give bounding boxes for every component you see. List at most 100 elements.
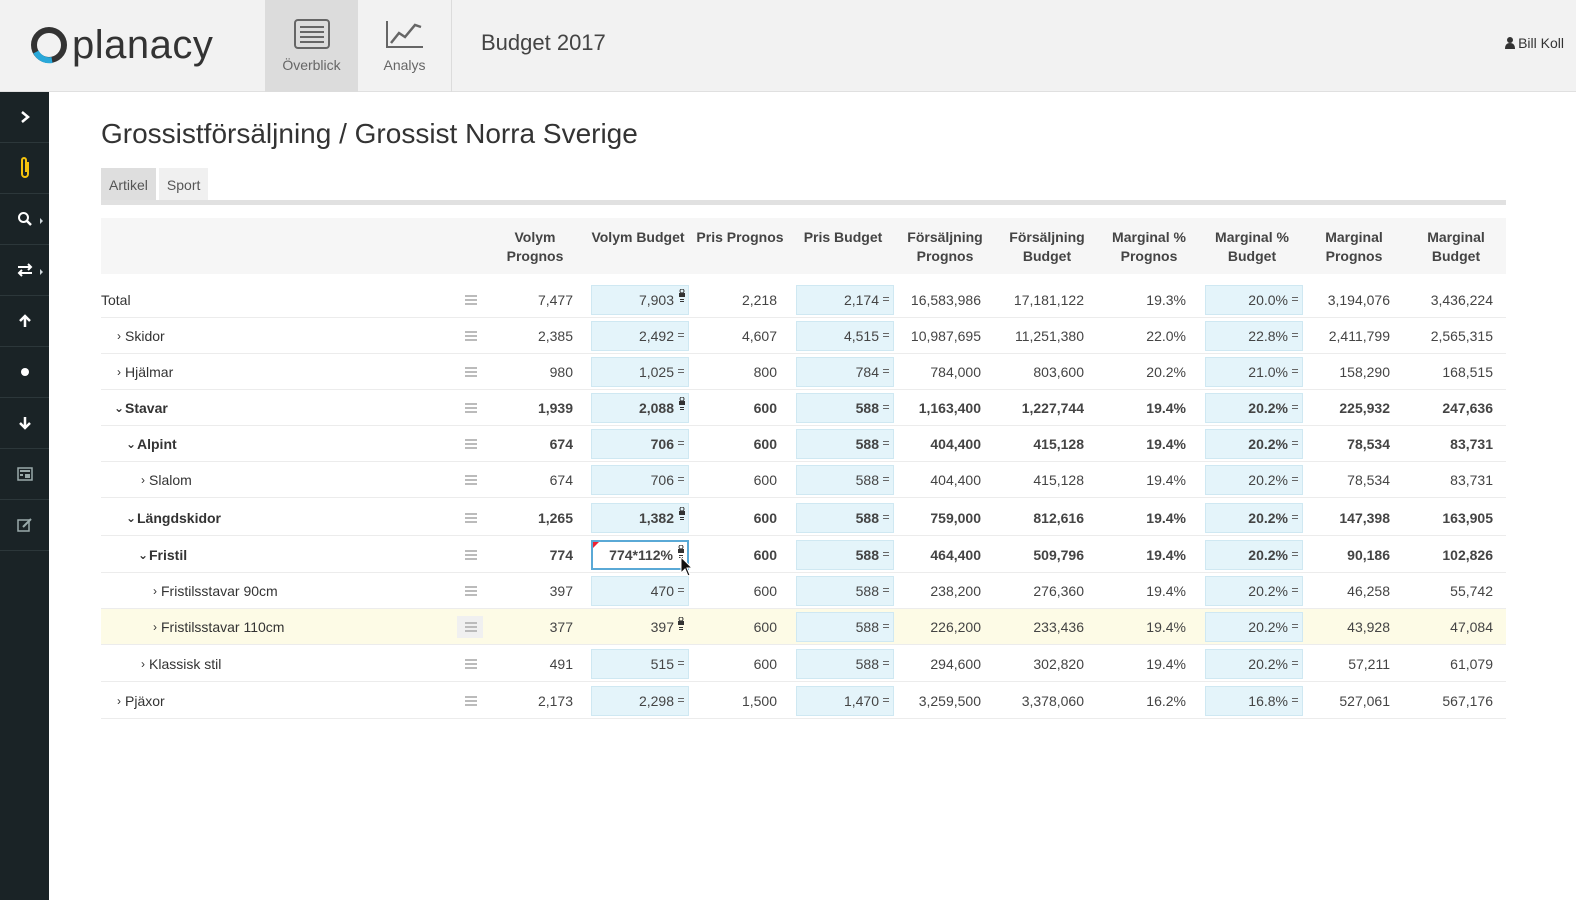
row-label[interactable]: › Slalom (137, 462, 192, 498)
row-menu-icon[interactable] (465, 696, 477, 706)
expand-chevron-icon[interactable]: › (153, 584, 157, 598)
collapse-chevron-icon[interactable]: ⌄ (137, 548, 149, 562)
equals-icon[interactable] (678, 333, 684, 339)
editable-cell[interactable]: 2,298 (591, 686, 689, 716)
equals-icon[interactable] (678, 661, 684, 667)
row-label[interactable]: › Pjäxor (113, 683, 165, 719)
equals-icon[interactable] (883, 588, 889, 594)
editable-cell[interactable]: 1,025 (591, 357, 689, 387)
row-menu-icon[interactable] (465, 659, 477, 669)
nav-tab-overblick[interactable]: Överblick (265, 0, 358, 92)
equals-icon[interactable] (883, 515, 889, 521)
row-menu-icon[interactable] (465, 403, 477, 413)
dot-button[interactable] (0, 347, 49, 398)
editable-cell[interactable]: 2,088 (591, 393, 689, 423)
table-row[interactable]: › Hjälmar 980 1,025 800 784 784,000 803,600 20.2… (101, 354, 1506, 390)
lock-icon[interactable] (679, 288, 685, 303)
equals-icon[interactable] (678, 698, 684, 704)
equals-icon[interactable] (678, 477, 684, 483)
table-row[interactable]: ⌄ Alpint 674 706 600 588 404,400 415,128 19.4% 20… (101, 426, 1506, 462)
user-menu[interactable]: Bill Koll (1505, 35, 1564, 51)
row-menu-icon[interactable] (465, 331, 477, 341)
edit-button[interactable] (0, 500, 49, 551)
editable-cell[interactable]: 588 (796, 576, 894, 606)
editable-cell[interactable]: 2,174 (796, 285, 894, 315)
calculator-button[interactable] (0, 449, 49, 500)
editable-cell[interactable]: 515 (591, 649, 689, 679)
table-row[interactable]: › Fristilsstavar 90cm 397 470 600 588 238,200 2… (101, 573, 1506, 609)
editable-cell[interactable]: 588 (796, 503, 894, 533)
expand-chevron-icon[interactable]: › (141, 657, 145, 671)
nav-tab-analys[interactable]: Analys (358, 0, 451, 92)
expand-chevron-icon[interactable]: › (141, 473, 145, 487)
row-label[interactable]: › Fristilsstavar 110cm (149, 609, 284, 645)
row-label[interactable]: Total (101, 282, 131, 318)
row-menu-icon[interactable] (465, 586, 477, 596)
column-header[interactable]: Försäljning Prognos (907, 229, 983, 264)
equals-icon[interactable] (678, 441, 684, 447)
editable-cell[interactable]: 20.2% (1205, 393, 1303, 423)
table-row[interactable]: ⌄ Stavar 1,939 2,088 600 588 1,163,400 1,227,74… (101, 390, 1506, 426)
table-row[interactable]: › Pjäxor 2,173 2,298 1,500 1,470 3,259,500 3,37… (101, 683, 1506, 719)
row-menu-icon[interactable] (465, 475, 477, 485)
lock-icon[interactable] (678, 616, 684, 634)
editable-cell[interactable]: 706 (591, 465, 689, 495)
table-row[interactable]: › Klassisk stil 491 515 600 588 294,600 302,820… (101, 646, 1506, 682)
row-menu-icon[interactable] (465, 622, 477, 632)
equals-icon[interactable] (883, 624, 889, 630)
row-label[interactable]: ⌄ Stavar (113, 390, 168, 426)
editable-cell[interactable]: 16.8% (1205, 686, 1303, 716)
table-row[interactable]: › Fristilsstavar 110cm 377 397 600 588 226,200… (101, 609, 1506, 645)
column-header[interactable]: Volym Budget (591, 229, 685, 245)
editable-cell[interactable]: 784 (796, 357, 894, 387)
row-menu-icon[interactable] (465, 295, 477, 305)
equals-icon[interactable] (1292, 552, 1298, 558)
equals-icon[interactable] (1292, 333, 1298, 339)
editable-cell[interactable]: 588 (796, 612, 894, 642)
editable-cell[interactable]: 588 (796, 429, 894, 459)
active-edit-cell[interactable]: 774*112% (591, 540, 689, 570)
editable-cell[interactable]: 4,515 (796, 321, 894, 351)
editable-cell[interactable]: 21.0% (1205, 357, 1303, 387)
row-menu-icon[interactable] (465, 550, 477, 560)
editable-cell[interactable]: 20.2% (1205, 649, 1303, 679)
editable-cell[interactable]: 588 (796, 465, 894, 495)
table-row[interactable]: Total 7,477 7,903 2,218 2,174 16,583,986 17,18… (101, 282, 1506, 318)
editable-cell[interactable]: 22.8% (1205, 321, 1303, 351)
equals-icon[interactable] (1292, 588, 1298, 594)
equals-icon[interactable] (883, 552, 889, 558)
collapse-chevron-icon[interactable]: ⌄ (125, 437, 137, 451)
swap-button[interactable] (0, 245, 49, 296)
equals-icon[interactable] (883, 698, 889, 704)
editable-cell[interactable]: 20.2% (1205, 503, 1303, 533)
collapse-chevron-icon[interactable]: ⌄ (113, 401, 125, 415)
column-header[interactable]: Marginal Budget (1427, 229, 1485, 264)
editable-cell[interactable]: 20.2% (1205, 576, 1303, 606)
editable-cell[interactable]: 588 (796, 540, 894, 570)
table-row[interactable]: › Skidor 2,385 2,492 4,607 4,515 10,987,695 11,… (101, 318, 1506, 354)
equals-icon[interactable] (1292, 624, 1298, 630)
editable-cell[interactable]: 2,492 (591, 321, 689, 351)
equals-icon[interactable] (883, 369, 889, 375)
editable-cell[interactable]: 20.2% (1205, 465, 1303, 495)
column-header[interactable]: Pris Prognos (696, 229, 784, 245)
row-label[interactable]: › Skidor (113, 318, 165, 354)
column-header[interactable]: Marginal % Prognos (1112, 229, 1186, 264)
table-row[interactable]: ⌄ Fristil 774 774*112% 600 588 464,400 509,796 1… (101, 537, 1506, 573)
column-header[interactable]: Marginal % Budget (1215, 229, 1289, 264)
row-label[interactable]: › Klassisk stil (137, 646, 221, 682)
editable-cell[interactable]: 706 (591, 429, 689, 459)
equals-icon[interactable] (883, 661, 889, 667)
row-label[interactable]: ⌄ Längdskidor (125, 500, 221, 536)
equals-icon[interactable] (1292, 515, 1298, 521)
row-label[interactable]: ⌄ Alpint (125, 426, 177, 462)
expand-chevron-icon[interactable]: › (117, 694, 121, 708)
row-menu-icon[interactable] (465, 439, 477, 449)
equals-icon[interactable] (883, 333, 889, 339)
editable-cell[interactable]: 20.0% (1205, 285, 1303, 315)
row-menu-icon[interactable] (465, 513, 477, 523)
row-menu-icon[interactable] (465, 367, 477, 377)
equals-icon[interactable] (883, 441, 889, 447)
row-label[interactable]: ⌄ Fristil (137, 537, 187, 573)
editable-cell[interactable]: 470 (591, 576, 689, 606)
